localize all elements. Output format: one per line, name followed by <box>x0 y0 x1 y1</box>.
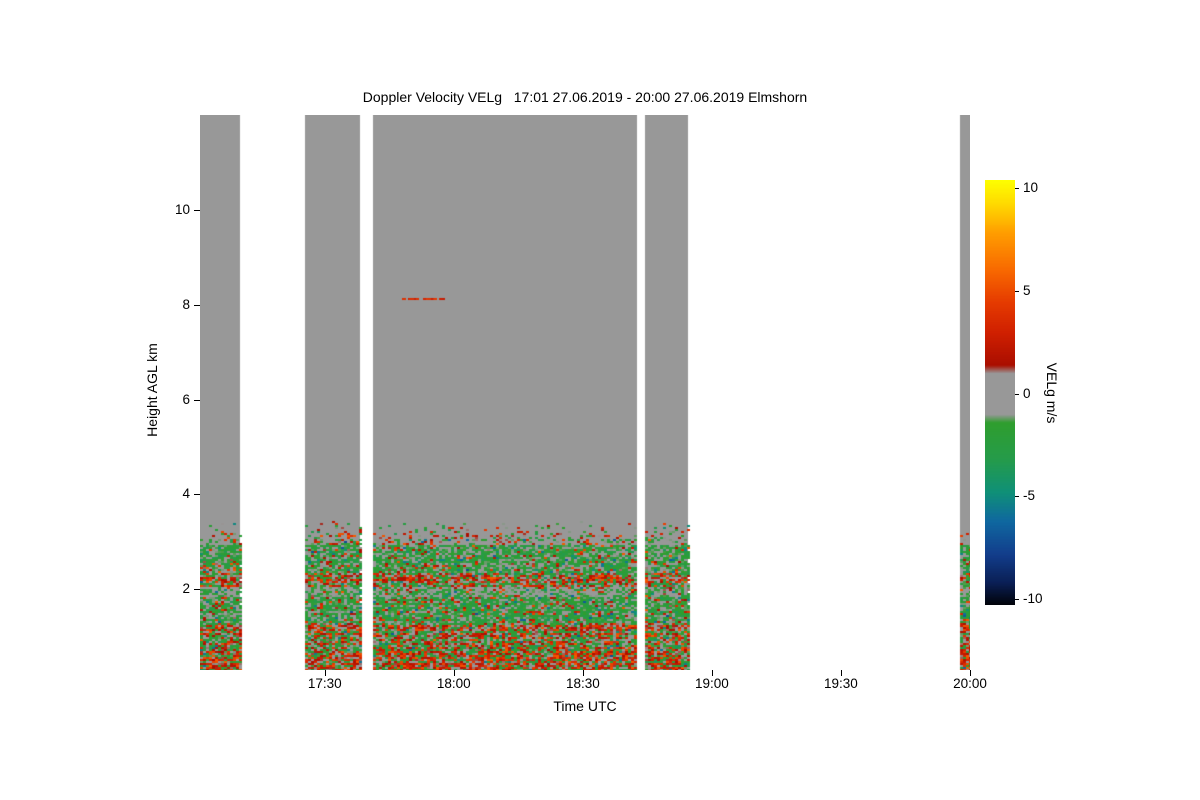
colorbar-label: VELg m/s <box>1044 362 1060 424</box>
colorbar-tick-mark <box>1015 291 1019 292</box>
y-tick-label: 4 <box>182 486 190 502</box>
y-tick-mark <box>194 400 200 401</box>
x-tick-label: 19:30 <box>824 676 858 691</box>
chart-title: Doppler Velocity VELg 17:01 27.06.2019 -… <box>362 89 808 105</box>
heatmap-plot <box>200 115 970 670</box>
x-axis-label: Time UTC <box>553 698 617 714</box>
colorbar-tick-label: 10 <box>1023 180 1039 196</box>
y-tick-mark <box>194 210 200 211</box>
y-tick-mark <box>194 305 200 306</box>
y-tick-label: 8 <box>182 296 190 312</box>
x-tick-label: 20:00 <box>953 676 987 691</box>
colorbar-tick-mark <box>1015 599 1019 600</box>
x-tick-mark <box>712 670 713 676</box>
colorbar-tick-label: -5 <box>1023 488 1036 504</box>
colorbar-tick-mark <box>1015 496 1019 497</box>
colorbar-tick-mark <box>1015 394 1019 395</box>
y-tick-mark <box>194 494 200 495</box>
x-tick-label: 17:30 <box>307 676 342 691</box>
x-tick-mark <box>841 670 842 676</box>
colorbar-tick-label: 0 <box>1023 385 1031 401</box>
colorbar-tick-mark <box>1015 188 1019 189</box>
x-tick-mark <box>454 670 455 676</box>
x-tick-mark <box>325 670 326 676</box>
y-axis-label: Height AGL km <box>144 343 160 437</box>
colorbar-tick-label: -10 <box>1023 590 1043 606</box>
x-tick-mark <box>583 670 584 676</box>
y-tick-label: 6 <box>182 391 190 407</box>
x-tick-mark <box>970 670 971 676</box>
x-tick-label: 19:00 <box>694 676 729 691</box>
y-tick-label: 2 <box>182 581 190 597</box>
colorbar-tick-label: 5 <box>1023 282 1031 298</box>
x-tick-label: 18:30 <box>565 676 600 691</box>
colorbar <box>985 180 1015 605</box>
x-tick-label: 18:00 <box>436 676 471 691</box>
y-tick-mark <box>194 589 200 590</box>
y-tick-label: 10 <box>174 201 190 217</box>
